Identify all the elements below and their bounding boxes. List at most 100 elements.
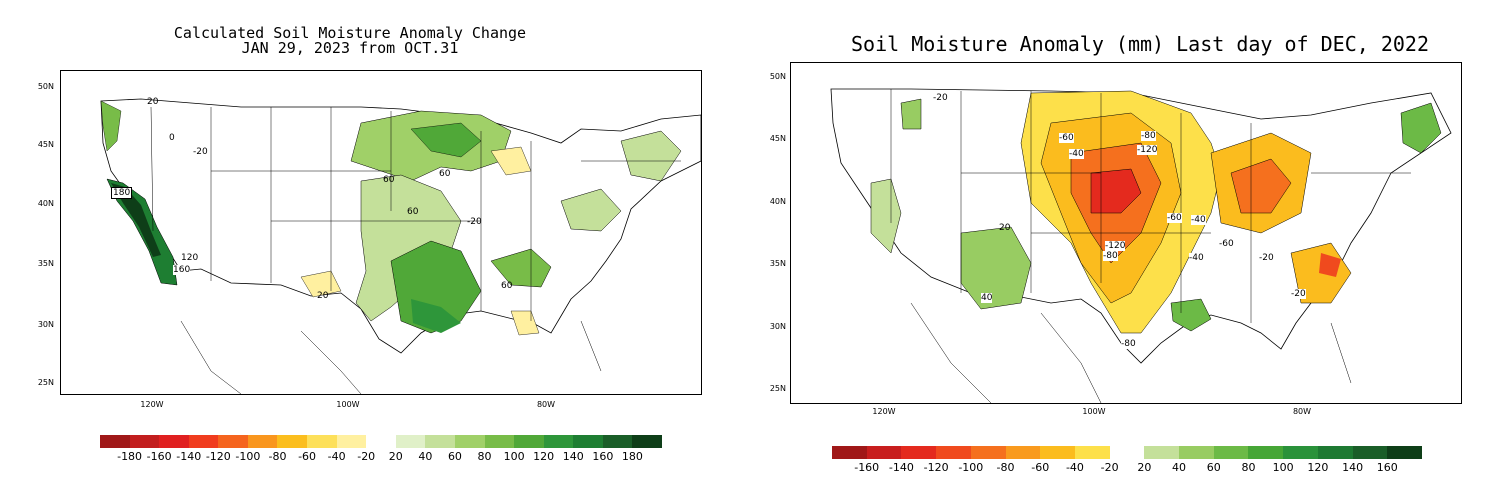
colorbar-swatch <box>425 435 455 448</box>
colorbar-label: -180 <box>117 450 143 463</box>
colorbar-label: -100 <box>958 461 984 474</box>
lon-label-100w: 100W <box>1082 407 1106 416</box>
colorbar-swatch <box>573 435 603 448</box>
colorbar-label: -80 <box>996 461 1015 474</box>
colorbar-swatch <box>602 435 633 448</box>
colorbar-swatch <box>901 446 937 459</box>
contour-label-neg20b: -20 <box>1259 253 1274 263</box>
colorbar-label: 80 <box>1241 461 1256 474</box>
contour-label-neg20c: -20 <box>1291 289 1306 299</box>
colorbar-label: -60 <box>1031 461 1050 474</box>
lat-label-50n: 50N <box>37 82 54 91</box>
colorbar-label: -40 <box>1065 461 1084 474</box>
colorbar-swatch <box>832 446 867 459</box>
lon-label-100w: 100W <box>336 400 360 409</box>
lat-label-40n: 40N <box>37 199 54 208</box>
lat-label-30n: 30N <box>769 322 786 331</box>
colorbar-swatch <box>100 435 130 448</box>
left-map-frame: 180 20 0 -20 60 60 60 60 160 120 -20 20 <box>60 70 702 395</box>
colorbar-label: -140 <box>176 450 202 463</box>
colorbar-swatch <box>277 435 308 448</box>
contour-label-neg20b: -20 <box>467 217 482 227</box>
colorbar-swatch <box>1283 446 1318 459</box>
colorbar-swatch <box>395 435 426 448</box>
colorbar-swatch <box>484 435 515 448</box>
colorbar-swatch <box>936 446 971 459</box>
colorbar-swatch <box>514 435 544 448</box>
contour-label-neg80b: -80 <box>1103 251 1118 261</box>
lon-label-120w: 120W <box>872 407 896 416</box>
colorbar-swatch <box>1213 446 1249 459</box>
colorbar-label: -80 <box>268 450 287 463</box>
right-map-drawing <box>830 88 1452 403</box>
right-colorbar <box>832 446 1422 459</box>
contour-label-neg80c: -80 <box>1121 339 1136 349</box>
lat-label-45n: 45N <box>769 134 786 143</box>
colorbar-label: -100 <box>235 450 261 463</box>
contour-label-180: 180 <box>111 187 133 199</box>
lon-label-80w: 80W <box>536 400 556 409</box>
colorbar-swatch <box>1387 446 1422 459</box>
contour-label-neg40b: -40 <box>1191 215 1206 225</box>
colorbar-swatch <box>1074 446 1110 459</box>
contour-label-120: 120 <box>181 253 199 263</box>
contour-label-60b: 60 <box>439 169 451 179</box>
contour-label-40: 40 <box>981 293 993 303</box>
contour-label-20: 20 <box>147 97 159 107</box>
colorbar-label: 60 <box>1206 461 1221 474</box>
colorbar-label: 140 <box>562 450 584 463</box>
contour-label-20: 20 <box>999 223 1011 233</box>
colorbar-swatch <box>454 435 485 448</box>
contour-label-neg120: -120 <box>1137 145 1158 155</box>
colorbar-swatch <box>336 435 367 448</box>
right-map-frame: -20 -60 -40 -80 -120 -60 -40 -120 -80 -6… <box>790 62 1462 404</box>
lat-label-35n: 35N <box>769 259 786 268</box>
contour-label-20b: 20 <box>317 291 329 301</box>
colorbar-label: -120 <box>923 461 949 474</box>
lat-label-40n: 40N <box>769 197 786 206</box>
lat-label-45n: 45N <box>37 140 54 149</box>
right-map-title: Soil Moisture Anomaly (mm) Last day of D… <box>851 32 1429 56</box>
contour-label-neg20: -20 <box>193 147 208 157</box>
colorbar-swatch <box>218 435 248 448</box>
colorbar-swatch <box>1109 446 1145 459</box>
left-map-title: Calculated Soil Moisture Anomaly Change … <box>140 26 560 56</box>
colorbar-label: 120 <box>1307 461 1329 474</box>
colorbar-label: -60 <box>298 450 317 463</box>
contour-label-neg20: -20 <box>933 93 948 103</box>
colorbar-swatch <box>159 435 189 448</box>
contour-label-neg60: -60 <box>1059 133 1074 143</box>
colorbar-swatch <box>1248 446 1284 459</box>
colorbar-label: 160 <box>592 450 614 463</box>
colorbar-swatch <box>1352 446 1388 459</box>
colorbar-swatch <box>632 435 662 448</box>
contour-label-160: 160 <box>173 265 191 275</box>
colorbar-label: 100 <box>503 450 525 463</box>
colorbar-label: -20 <box>357 450 376 463</box>
colorbar-label: 40 <box>1172 461 1187 474</box>
colorbar-swatch <box>1005 446 1041 459</box>
colorbar-swatch <box>1040 446 1075 459</box>
contour-label-neg40: -40 <box>1069 149 1084 159</box>
lat-label-50n: 50N <box>769 72 786 81</box>
contour-label-0: 0 <box>169 133 175 143</box>
right-map-panel: Soil Moisture Anomaly (mm) Last day of D… <box>740 0 1510 492</box>
colorbar-label: 120 <box>533 450 555 463</box>
left-title-line2: JAN 29, 2023 from OCT.31 <box>241 39 459 57</box>
colorbar-swatch <box>247 435 278 448</box>
colorbar-swatch <box>1179 446 1214 459</box>
contour-label-neg60b: -60 <box>1167 213 1182 223</box>
lon-label-120w: 120W <box>140 400 164 409</box>
contour-label-neg120b: -120 <box>1105 241 1126 251</box>
colorbar-label: -40 <box>327 450 346 463</box>
colorbar-label: 100 <box>1272 461 1294 474</box>
colorbar-swatch <box>366 435 396 448</box>
colorbar-label: 160 <box>1376 461 1398 474</box>
colorbar-label: 80 <box>477 450 492 463</box>
colorbar-label: 140 <box>1342 461 1364 474</box>
colorbar-swatch <box>1317 446 1353 459</box>
contour-label-60: 60 <box>383 175 395 185</box>
left-map-panel: Calculated Soil Moisture Anomaly Change … <box>0 0 740 492</box>
colorbar-swatch <box>543 435 574 448</box>
colorbar-label: 20 <box>1137 461 1152 474</box>
